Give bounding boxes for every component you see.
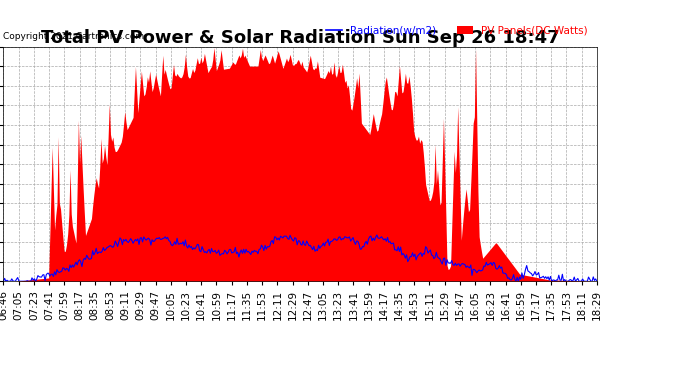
Text: Copyright 2021 Cartronics.com: Copyright 2021 Cartronics.com — [3, 32, 145, 41]
Legend: Radiation(w/m2), PV Panels(DC Watts): Radiation(w/m2), PV Panels(DC Watts) — [322, 22, 591, 40]
Title: Total PV Power & Solar Radiation Sun Sep 26 18:47: Total PV Power & Solar Radiation Sun Sep… — [41, 29, 560, 47]
